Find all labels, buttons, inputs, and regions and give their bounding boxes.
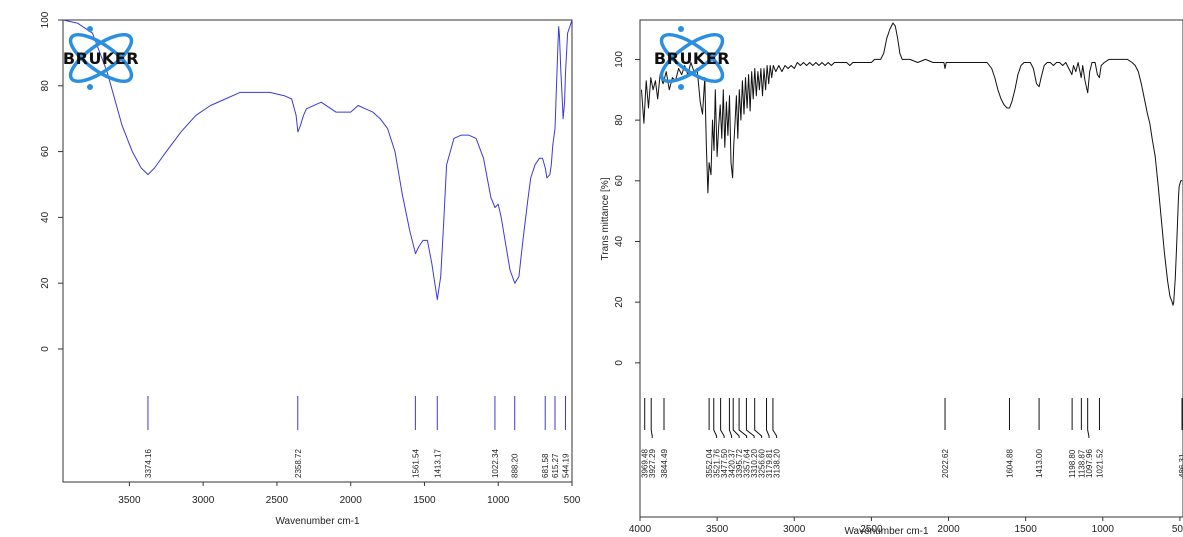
left-ir-spectrum: 0 20 40 60 80 100 3500 3000 2500 2000 1500 1000 500 W… (40, 11, 581, 527)
peak-label: 3310.20 (750, 449, 759, 478)
x-tick-label: 4000 (629, 524, 652, 535)
peak-label: 681.58 (541, 453, 550, 478)
peak-label: 3395.72 (735, 449, 744, 478)
peak-label: 3256.60 (758, 449, 767, 478)
peak-label: 1021.52 (1095, 449, 1104, 478)
peak-label: 3374.16 (144, 449, 153, 478)
y-tick-label: 0 (614, 360, 625, 366)
peak-label: 3969.48 (641, 449, 650, 478)
peak-marker (713, 398, 718, 438)
peak-label: 1561.54 (411, 449, 420, 478)
x-tick-label: 2500 (860, 524, 883, 535)
x-tick-label: 1500 (1015, 524, 1038, 535)
peak-label: 1138.87 (1077, 449, 1086, 478)
y-tick-label: 40 (40, 211, 51, 223)
x-tick-label: 2000 (937, 524, 960, 535)
x-tick-label: 3500 (706, 524, 729, 535)
right-ir-spectrum: 0 20 40 60 80 100 4000 3500 3000 2500 2000 1500 1000… (600, 19, 1183, 537)
x-axis-label: Wavenumber cm-1 (844, 526, 929, 537)
bruker-logo: BRUKER (63, 26, 139, 90)
x-axis-label: Wavenumber cm-1 (275, 516, 360, 527)
peak-label: 1413.00 (1035, 449, 1044, 478)
peak-marker (766, 398, 770, 438)
peak-marker (732, 398, 740, 438)
x-tick-label: 2500 (266, 495, 289, 506)
peak-label: 3844.49 (660, 449, 669, 478)
peak-label: 2358.72 (294, 449, 303, 478)
peak-marker (772, 398, 778, 438)
peak-marker (745, 398, 755, 438)
peak-label: 1022.34 (491, 449, 500, 478)
peak-label: 3179.81 (765, 449, 774, 478)
y-axis-label: Trans mittance [%] (600, 177, 611, 260)
peak-marker (650, 398, 653, 438)
spectrum-line (62, 19, 573, 301)
peak-label: 888.20 (511, 453, 520, 478)
peak-label: 3357.64 (743, 449, 752, 478)
y-tick-label: 0 (40, 346, 51, 352)
peak-label: 3552.04 (705, 449, 714, 478)
peak-label: 3477.50 (720, 449, 729, 478)
peak-label: 3927.29 (648, 449, 657, 478)
plot-frame (62, 19, 573, 483)
peak-label: 1604.88 (1005, 449, 1014, 478)
y-tick-label: 20 (40, 277, 51, 289)
y-tick-label: 80 (40, 80, 51, 92)
x-tick-label: 1000 (487, 495, 510, 506)
peak-label: 1413.17 (433, 449, 442, 478)
peak-label: 3420.37 (728, 449, 737, 478)
x-tick-label: 3500 (118, 495, 141, 506)
peak-label: 544.19 (561, 453, 570, 478)
peak-label: 2022.62 (941, 449, 950, 478)
peak-label: 3521.76 (713, 449, 722, 478)
y-tick-label: 100 (40, 11, 51, 28)
y-tick-label: 40 (614, 235, 625, 247)
bruker-logo-text: BRUKER (63, 49, 139, 68)
peak-marker (720, 398, 725, 438)
x-tick-label: 1500 (413, 495, 436, 506)
x-tick-label: 3000 (192, 495, 215, 506)
y-tick-label: 80 (614, 114, 625, 126)
peak-marker (728, 398, 733, 438)
peak-label: 486.31 (1178, 453, 1183, 478)
bruker-logo-text: BRUKER (654, 49, 730, 68)
spectrum-line (641, 22, 1183, 306)
peak-marker (754, 398, 763, 438)
y-tick-label: 60 (614, 175, 625, 187)
x-tick-label: 50 (1172, 524, 1183, 535)
peak-label: 1198.80 (1068, 449, 1077, 478)
x-tick-label: 2000 (340, 495, 363, 506)
y-tick-label: 100 (614, 51, 625, 68)
bruker-logo: BRUKER (654, 26, 730, 90)
peak-marker (738, 398, 748, 438)
x-tick-label: 1000 (1092, 524, 1115, 535)
y-tick-label: 20 (614, 296, 625, 308)
peak-marker (1087, 398, 1090, 438)
peak-label: 1097.96 (1085, 449, 1094, 478)
x-tick-label: 500 (564, 495, 581, 506)
peak-label: 615.27 (551, 453, 560, 478)
peak-label: 3138.20 (773, 449, 782, 478)
x-tick-label: 3000 (783, 524, 806, 535)
y-tick-label: 60 (40, 146, 51, 158)
plot-frame (639, 19, 1183, 518)
